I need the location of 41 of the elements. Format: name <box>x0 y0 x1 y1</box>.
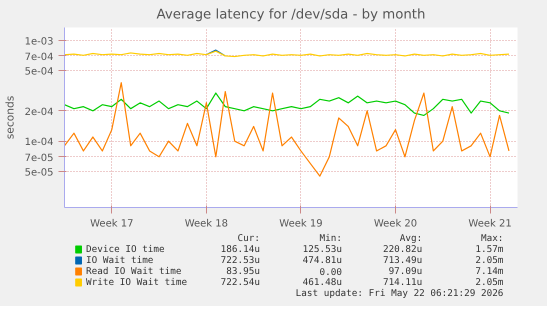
text: 220.82u <box>382 244 422 255</box>
text: Max: <box>480 233 504 244</box>
text: Avg: <box>400 233 422 244</box>
text: 7.14m <box>475 266 504 277</box>
text: 461.48u <box>302 277 342 288</box>
y-tick-label: 1e-03 <box>24 36 54 48</box>
line-series <box>64 92 510 116</box>
y-tick-label: 5e-05 <box>24 168 54 179</box>
text: 83.95u <box>226 266 260 277</box>
legend-label: Read IO Wait time <box>86 266 182 277</box>
x-tick-label: Week 19 <box>279 218 323 230</box>
text: 186.14u <box>220 244 260 255</box>
legend-label: Device IO time <box>86 244 166 255</box>
text: Last update: Fri May 22 06:21:29 2026 <box>296 288 504 299</box>
text: 714.11u <box>382 277 422 288</box>
y-axis-title: seconds <box>4 95 17 140</box>
text: 722.54u <box>220 277 260 288</box>
text: 2.05m <box>475 255 504 266</box>
text: 125.53u <box>302 244 342 255</box>
legend-label: IO Wait time <box>86 255 154 266</box>
x-tick-label: Week 20 <box>374 218 418 230</box>
text: Min: <box>319 233 342 244</box>
chart-title: Average latency for /dev/sda - by month <box>156 8 426 22</box>
text: 1.57m <box>475 244 504 255</box>
x-tick-label: Week 17 <box>90 218 134 230</box>
y-tick-label: 2e-04 <box>24 106 54 118</box>
x-tick-label: Week 18 <box>184 218 228 230</box>
x-tick-label: Week 21 <box>468 218 512 230</box>
text: Cur: <box>237 233 260 244</box>
y-tick-label: 1e-04 <box>24 137 54 148</box>
line-series <box>64 82 510 177</box>
text: 722.53u <box>220 255 260 266</box>
y-tick-label: 5e-04 <box>24 66 54 78</box>
text: 2.05m <box>475 277 504 288</box>
legend-label: Write IO Wait time <box>86 277 188 288</box>
y-tick-label: 7e-04 <box>24 52 54 63</box>
text: 474.81u <box>302 255 342 266</box>
text: 713.49u <box>382 255 422 266</box>
text: 0.00 <box>319 267 342 278</box>
y-tick-label: 7e-05 <box>24 152 54 164</box>
text: 97.09u <box>388 266 422 277</box>
